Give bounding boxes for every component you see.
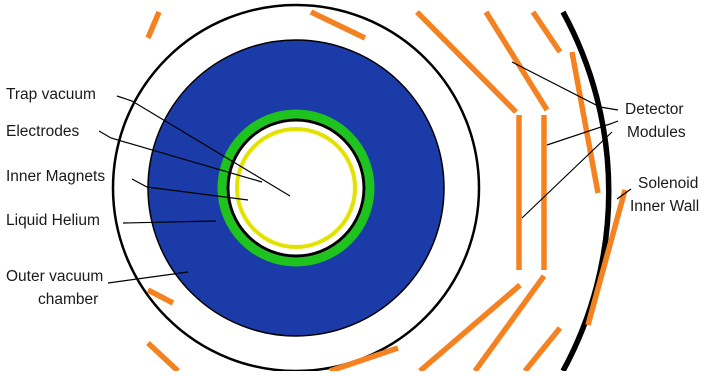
label-outer-vacuum-1: Outer vacuum [6,268,103,285]
label-solenoid-2: Inner Wall [630,198,699,215]
leader-detector-2 [546,120,619,146]
detector-modules [145,9,628,374]
detector-module [569,51,601,194]
detector-module [483,10,550,112]
detector-module [522,326,563,373]
label-outer-vacuum-2: chamber [38,291,98,308]
detector-module [585,189,628,326]
inner-bore-wall [226,118,366,258]
labels: Trap vacuum Electrodes Inner Magnets Liq… [6,86,699,308]
leader-solenoid [616,188,632,200]
leader-inner-magnets [131,178,249,201]
label-liquid-helium: Liquid Helium [6,212,100,229]
leader-trap-vacuum [116,95,291,197]
inner-magnets-ring-inner [239,131,353,245]
detector-module [530,10,563,54]
leader-detector-1 [511,61,619,111]
detector-module [146,287,175,306]
label-solenoid-1: Solenoid [638,175,698,192]
label-detector-1: Detector [625,101,684,118]
leader-outer-vacuum [107,271,189,284]
detector-module [472,274,547,373]
solenoid-inner-wall [560,10,612,373]
detector-module [146,340,180,374]
label-inner-magnets: Inner Magnets [6,168,105,185]
detector-module [415,10,518,114]
label-trap-vacuum: Trap vacuum [6,86,96,103]
leader-electrodes [98,130,263,183]
label-detector-2: Modules [627,124,686,141]
detector-module [418,282,522,374]
leader-lines [98,61,632,284]
detector-module [145,10,162,40]
label-electrodes: Electrodes [6,123,79,140]
detector-module [329,345,399,374]
leader-liquid-helium [122,220,217,224]
inner-magnets-ring [235,127,357,249]
leader-detector-3 [521,131,613,219]
detector-module [309,9,367,41]
